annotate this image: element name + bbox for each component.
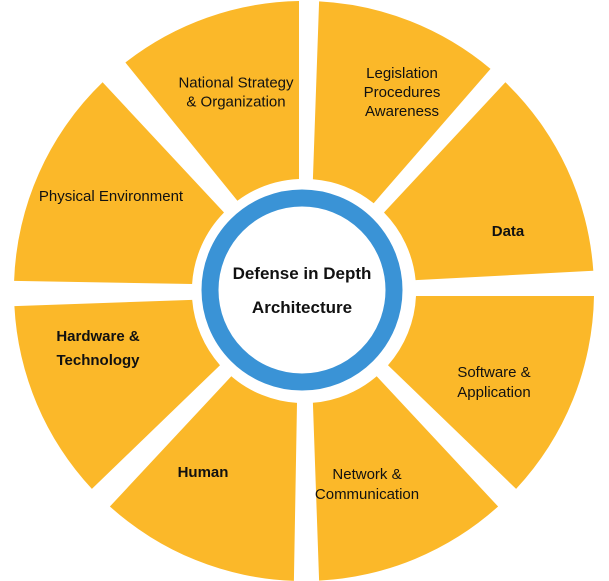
segment-label-network-line-2: Communication: [315, 486, 419, 503]
segment-label-physical-line-1: Physical Environment: [39, 188, 184, 205]
segment-human: [109, 376, 298, 581]
segment-label-national-strategy-line-2: & Organization: [186, 94, 285, 111]
center-ring: [201, 189, 403, 391]
segment-label-human-line-1: Human: [178, 464, 229, 481]
segment-legislation: [312, 1, 491, 204]
segment-label-legislation-line-2: Procedures: [364, 84, 441, 101]
segment-label-hardware-line-1: Hardware &: [56, 328, 140, 345]
segment-hardware: [14, 299, 221, 489]
center-hub: Defense in Depth Architecture: [201, 189, 403, 391]
segment-network: [312, 376, 499, 581]
segment-label-data-line-1: Data: [492, 223, 525, 240]
segment-label-software-line-1: Software &: [457, 364, 530, 381]
segment-software: [388, 296, 594, 489]
segment-label-legislation-line-1: Legislation: [366, 65, 438, 82]
segment-label-hardware-line-2: Technology: [56, 352, 140, 369]
segment-national-strategy: [125, 1, 300, 201]
labels-layer: National Strategy & Organization Legislati…: [39, 65, 531, 503]
segment-label-software-line-2: Application: [457, 384, 530, 401]
segment-label-legislation-line-3: Awareness: [365, 103, 439, 120]
segments-layer: [14, 1, 594, 581]
center-label-line-2: Architecture: [252, 298, 352, 317]
segment-data: [384, 82, 594, 281]
segment-label-network-line-1: Network &: [332, 466, 401, 483]
segment-physical: [14, 82, 224, 284]
segment-label-national-strategy-line-1: National Strategy: [178, 75, 294, 92]
center-label-line-1: Defense in Depth: [233, 264, 372, 283]
